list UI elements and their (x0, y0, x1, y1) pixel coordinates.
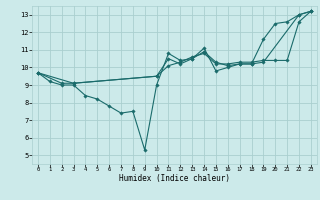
X-axis label: Humidex (Indice chaleur): Humidex (Indice chaleur) (119, 174, 230, 183)
